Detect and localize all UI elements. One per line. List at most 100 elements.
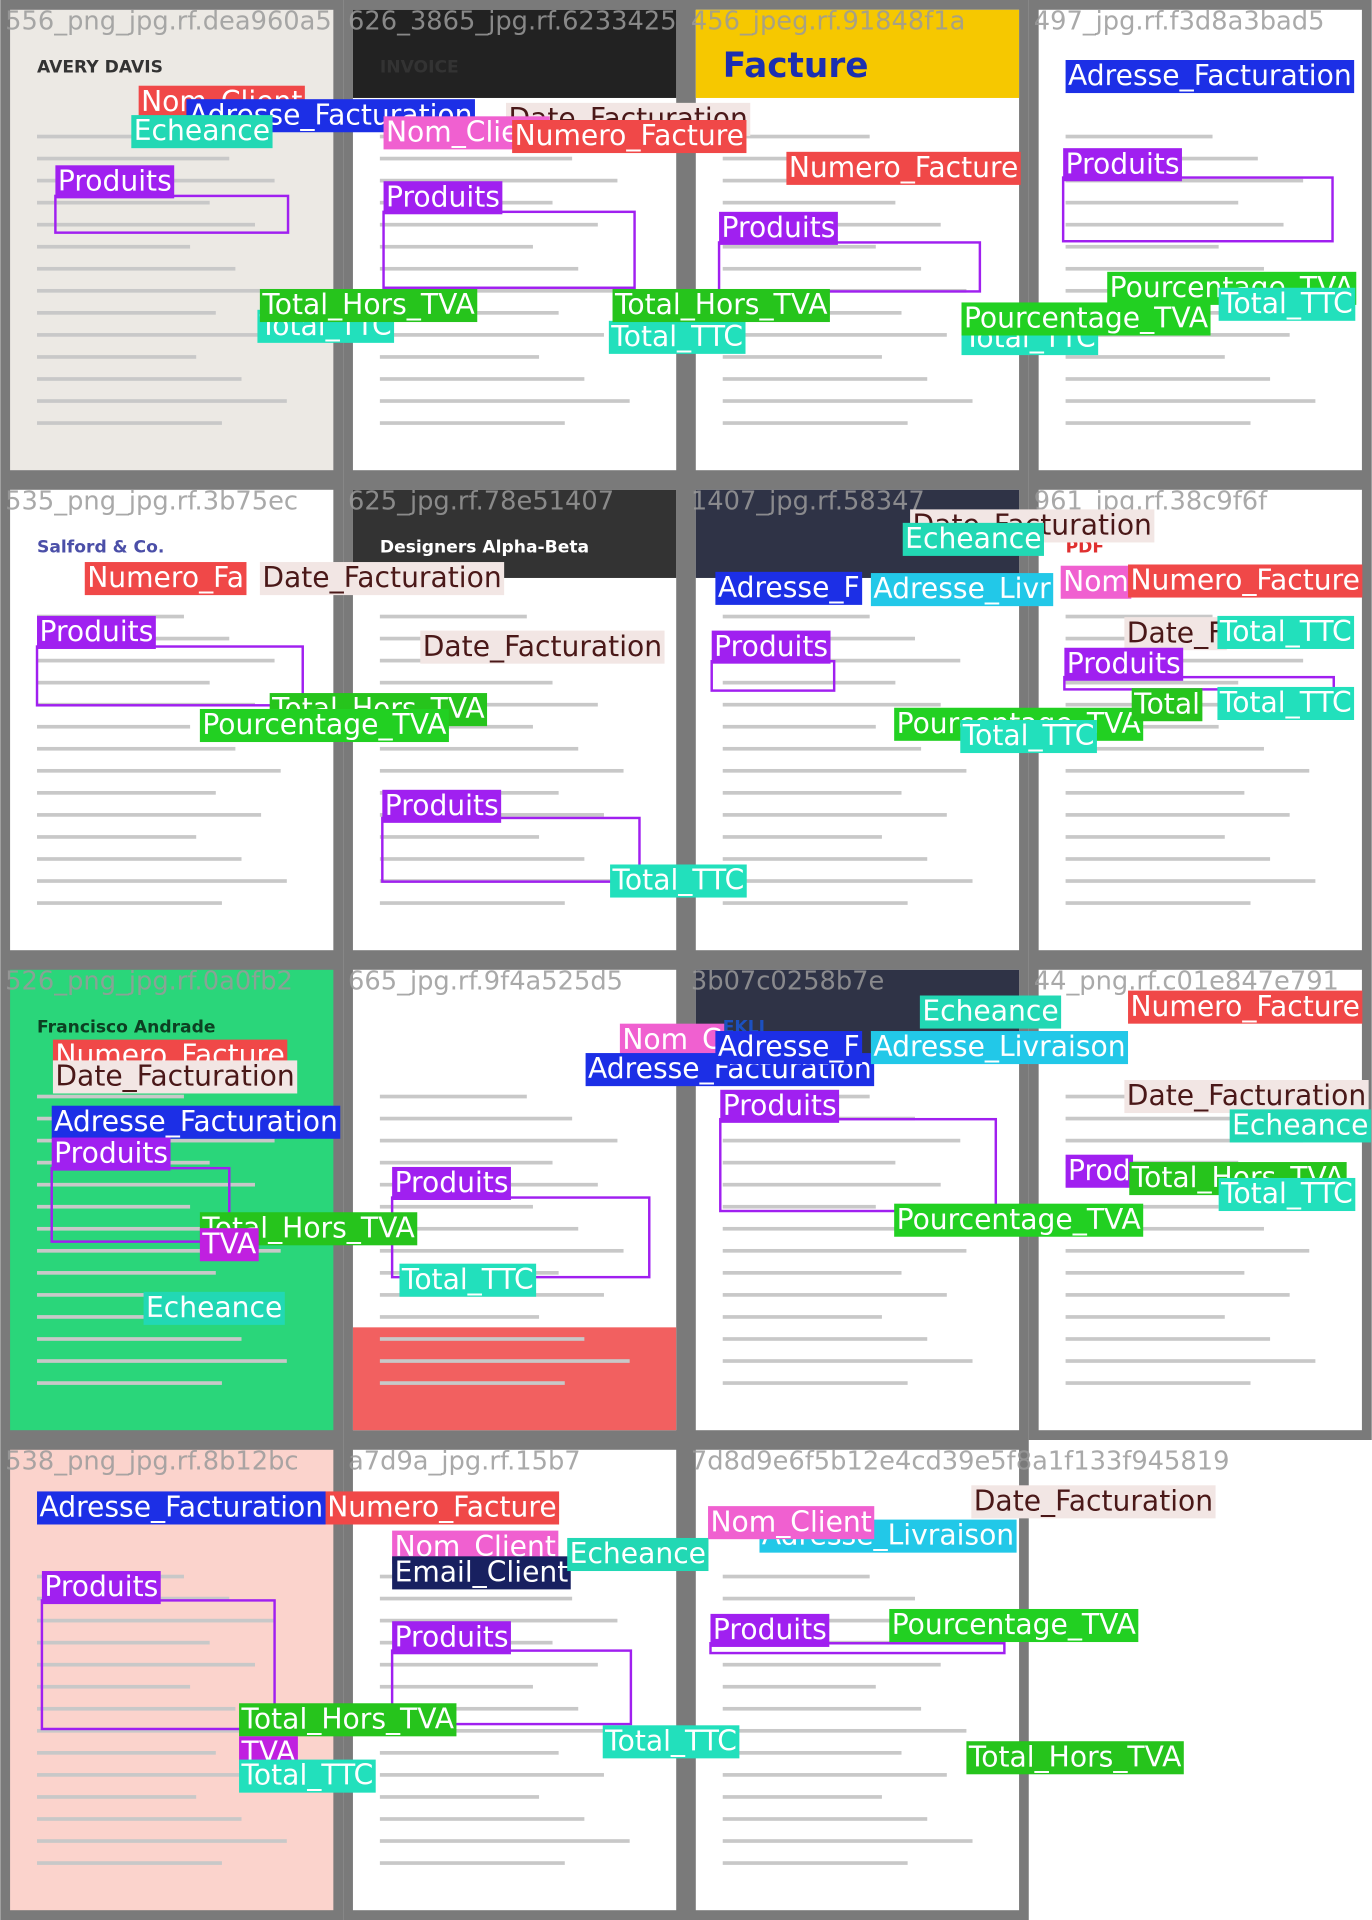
annotation-label-bg [399, 1263, 537, 1297]
document-line [37, 1817, 242, 1821]
document-line [37, 1315, 197, 1319]
annotation-label-bg [894, 1203, 1144, 1237]
document-line [1065, 879, 1316, 883]
file-name: 3b07c0258b7e [691, 967, 884, 997]
annotation-label: Nom [1063, 565, 1129, 598]
document-line [722, 680, 896, 685]
document-line [722, 134, 870, 139]
annotation-label: Date_Facturation [55, 1060, 294, 1093]
file-name: 665_jpg.rf.9f4a525d5 [348, 967, 623, 997]
document-line [722, 1315, 882, 1319]
document-line [37, 399, 287, 403]
document-line [722, 333, 947, 337]
document-line [379, 1094, 527, 1099]
document-line [1065, 857, 1271, 861]
document-line [379, 1839, 630, 1843]
annotation-label-bg [392, 1166, 511, 1200]
annotation-label: Total_Hors_TVA [261, 288, 475, 321]
annotation-label: Numero_Facture [1130, 564, 1359, 597]
document-line [37, 1706, 236, 1711]
document-line [37, 311, 216, 315]
file-name: 556_png_jpg.rf.dea960a5 [5, 7, 332, 37]
document-line [379, 1662, 598, 1667]
document-line [379, 614, 527, 619]
annotation-label-bg [711, 630, 831, 664]
document-line [379, 680, 553, 685]
document-line [1065, 614, 1213, 619]
annotation-label-bg [720, 1089, 840, 1123]
annotation-label: Total_TTC [610, 320, 743, 353]
document-title: Salford & Co. [37, 537, 164, 557]
tile-frame [1028, 1440, 1372, 1920]
annotation-label: Pourcentage_TVA [964, 302, 1209, 335]
annotation-label: Echeance [1232, 1109, 1368, 1142]
annotation-label: Produits [54, 1137, 168, 1170]
produits-box [381, 816, 641, 883]
annotation-label-bg [960, 720, 1097, 754]
annotation-label-bg [919, 995, 1062, 1029]
file-name: a7d9a_jpg.rf.15b7 [348, 1447, 581, 1477]
document-line [1065, 1271, 1245, 1275]
annotation-label: Produits [395, 1166, 509, 1199]
file-name: 535_png_jpg.rf.3b75ec [5, 487, 298, 517]
document-line [37, 156, 230, 161]
document-line [1065, 746, 1264, 751]
document-line [379, 702, 598, 707]
document-line [37, 421, 222, 425]
document-line [37, 288, 281, 293]
document-line [1065, 266, 1264, 271]
document-page [10, 1449, 334, 1911]
document-line [379, 724, 533, 729]
annotation-label: Adresse_Facturation [54, 1105, 338, 1138]
produits-box [717, 241, 982, 293]
annotation-label: Produits [58, 164, 172, 197]
annotation-label: Produits [722, 211, 836, 244]
document-line [379, 1684, 533, 1689]
annotation-label: Adresse_Livr [873, 572, 1051, 605]
annotation-label-bg [1217, 615, 1355, 649]
file-name: 625_jpg.rf.78e51407 [348, 487, 614, 517]
document-line [722, 702, 941, 707]
document-line [37, 200, 210, 205]
document-line [722, 1574, 870, 1579]
document-line [1065, 658, 1304, 663]
annotation-label-bg [612, 288, 830, 323]
annotation-label-bg [1124, 617, 1227, 651]
annotation-label: Date_Facturation [974, 1484, 1213, 1517]
document-line [722, 1817, 928, 1821]
annotation-label: Pourcentage_TVA [202, 708, 447, 741]
document-line [722, 746, 922, 751]
document-title: Designers Alpha-Beta [380, 537, 589, 557]
annotation-label: Produits [713, 1613, 827, 1646]
annotation-label: Adresse_Livraison [873, 1030, 1125, 1063]
annotation-label-bg [610, 864, 747, 898]
document-line [379, 377, 585, 381]
document-line [722, 1706, 922, 1711]
document-title: INVOICE [380, 57, 459, 77]
annotation-label-bg [1124, 1080, 1369, 1114]
document-line [379, 156, 573, 161]
document-line [722, 421, 908, 425]
document-line [379, 1359, 630, 1363]
document-line [37, 1861, 222, 1865]
document-line [1065, 835, 1225, 839]
document-line [1065, 791, 1245, 795]
document-line [722, 1381, 908, 1385]
document-line [722, 1751, 902, 1755]
document-line [722, 1359, 973, 1363]
document-line [1065, 1116, 1258, 1121]
document-line [37, 134, 184, 139]
document-line [37, 1182, 255, 1187]
annotation-label-bg [1131, 688, 1203, 722]
document-title: AVERY DAVIS [37, 57, 163, 77]
file-name: 626_3865_jpg.rf.6233425 [348, 7, 677, 37]
annotation-label-bg [619, 1023, 725, 1057]
annotation-label: Produits [723, 1089, 837, 1122]
document-title: Francisco Andrade [37, 1017, 215, 1037]
annotation-label: Total_TTC [612, 864, 745, 897]
annotation-label-bg [392, 1621, 511, 1655]
document-line [379, 1751, 559, 1755]
document-line [37, 355, 197, 359]
annotation-label: Total_TTC [1220, 287, 1353, 320]
document-line [722, 1795, 882, 1799]
